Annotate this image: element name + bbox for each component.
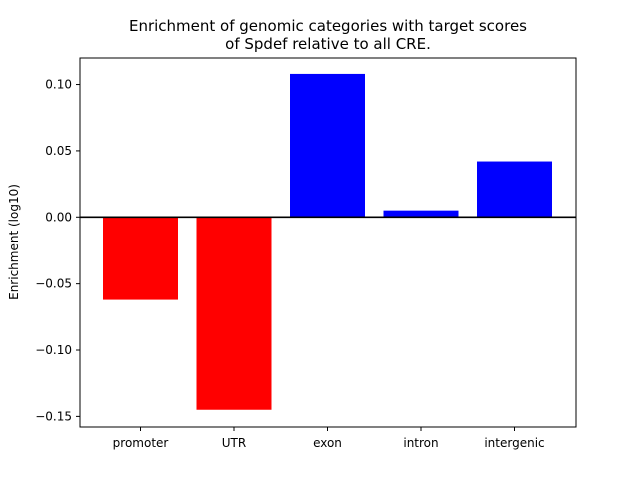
y-tick-label-0: 0.10: [45, 78, 72, 92]
y-axis-label: Enrichment (log10): [7, 184, 21, 300]
chart-title-line-2: of Spdef relative to all CRE.: [225, 35, 431, 53]
chart-title-line-1: Enrichment of genomic categories with ta…: [129, 17, 527, 35]
y-tick-label-2: 0.00: [45, 210, 72, 224]
y-tick-label-1: 0.05: [45, 144, 72, 158]
y-axis-ticks: 0.10 0.05 0.00 −0.05 −0.10 −0.15: [35, 78, 80, 423]
chart-title: Enrichment of genomic categories with ta…: [129, 17, 527, 53]
x-tick-label-intron: intron: [403, 436, 438, 450]
bar-intron: [383, 210, 459, 218]
y-tick-label-3: −0.05: [35, 277, 72, 291]
y-tick-label-5: −0.15: [35, 409, 72, 423]
x-tick-label-promoter: promoter: [113, 436, 169, 450]
x-tick-label-intergenic: intergenic: [484, 436, 544, 450]
x-tick-label-exon: exon: [313, 436, 342, 450]
x-axis-ticks: promoter UTR exon intron intergenic: [113, 427, 545, 450]
x-tick-label-UTR: UTR: [222, 436, 246, 450]
bar-intergenic: [477, 161, 552, 218]
bar-promoter: [103, 217, 178, 300]
bars: [103, 73, 552, 410]
bar-UTR: [196, 217, 272, 410]
y-tick-label-4: −0.10: [35, 343, 72, 357]
bar-exon: [290, 73, 365, 218]
